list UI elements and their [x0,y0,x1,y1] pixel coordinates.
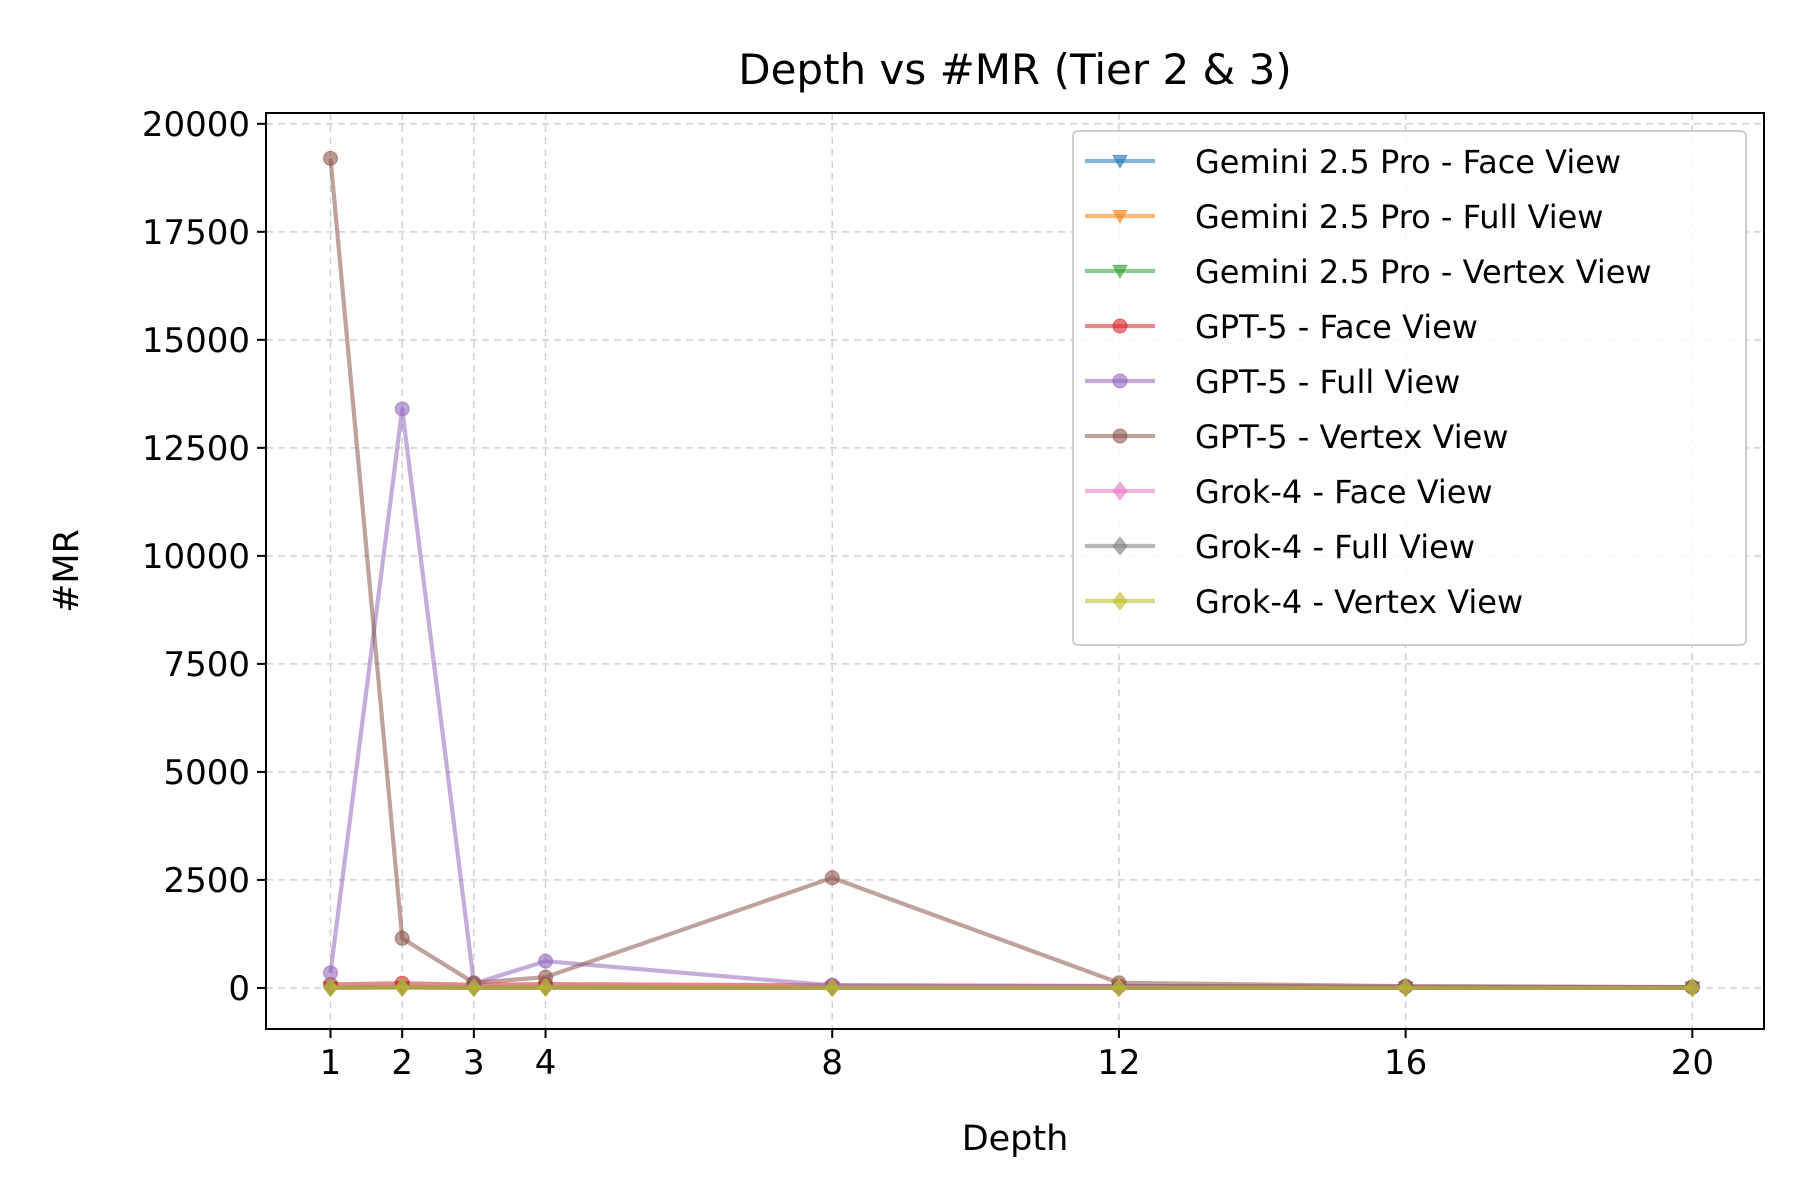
legend-label: Grok-4 - Vertex View [1195,583,1523,621]
data-point [322,978,339,998]
legend-label: Grok-4 - Full View [1195,528,1475,566]
legend-marker [1112,318,1128,334]
legend-label: Grok-4 - Face View [1195,473,1493,511]
legend-marker [1112,481,1128,501]
y-tick-label: 20000 [142,105,250,145]
chart-title: Depth vs #MR (Tier 2 & 3) [738,45,1292,94]
data-point [538,953,554,969]
y-tick-label: 5000 [163,753,250,793]
data-point [323,150,339,166]
y-tick-label: 15000 [142,321,250,361]
x-axis-label: Depth [962,1119,1069,1159]
legend-marker [1112,264,1128,280]
legend-item: GPT-5 - Face View [1085,308,1478,346]
series-grok-4-vertex-view [322,977,1700,998]
data-point [537,977,554,998]
legend-label: Gemini 2.5 Pro - Face View [1195,143,1621,181]
legend-marker [1112,536,1128,556]
data-point [1111,978,1127,998]
data-point [1397,978,1414,998]
data-point [466,978,482,998]
legend-item: GPT-5 - Full View [1085,363,1460,401]
y-tick-label: 7500 [163,645,250,685]
data-point [394,930,410,946]
y-tick-label: 17500 [142,213,250,253]
legend-marker [1112,154,1128,170]
legend-item: Gemini 2.5 Pro - Vertex View [1085,253,1652,291]
y-tick-label: 2500 [163,861,250,901]
y-tick-label: 0 [228,969,250,1009]
data-point [394,977,410,997]
x-tick-label: 3 [463,1043,485,1083]
legend-label: GPT-5 - Face View [1195,308,1478,346]
data-point [824,870,840,886]
legend-marker [1112,428,1128,444]
legend-marker [1112,209,1128,225]
legend-item: GPT-5 - Vertex View [1085,418,1508,456]
x-tick-label: 8 [821,1043,843,1083]
legend-item: Gemini 2.5 Pro - Full View [1085,198,1603,236]
legend-marker [1112,591,1128,611]
y-axis-label: #MR [47,529,87,613]
y-tick-label: 12500 [142,429,250,469]
data-point [824,978,840,998]
legend-label: Gemini 2.5 Pro - Vertex View [1195,253,1652,291]
x-tick-label: 2 [391,1043,413,1083]
legend-box [1072,130,1747,646]
ticks: 1 2 3 4 8 12 16 2002500500075001000012500150001… [142,105,1714,1083]
x-tick-label: 1 [320,1043,342,1083]
legend-item: Gemini 2.5 Pro - Face View [1085,143,1621,181]
x-tick-label: 20 [1671,1043,1714,1083]
legend-item: Grok-4 - Face View [1085,473,1493,511]
legend: Gemini 2.5 Pro - Face View Gemini 2.5 Pro… [1072,130,1747,646]
legend-item: Grok-4 - Full View [1085,528,1475,566]
legend-label: Gemini 2.5 Pro - Full View [1195,198,1603,236]
legend-label: GPT-5 - Full View [1195,363,1460,401]
y-tick-label: 10000 [142,537,250,577]
legend-marker [1112,373,1128,389]
x-tick-label: 4 [535,1043,557,1083]
data-point [394,401,410,417]
data-point [1684,978,1700,998]
plot-frame [265,112,1765,1030]
legend-item: Grok-4 - Vertex View [1085,583,1523,621]
x-tick-label: 16 [1384,1043,1427,1083]
series-group [322,150,1701,998]
x-tick-label: 12 [1097,1043,1140,1083]
legend-label: GPT-5 - Vertex View [1195,418,1508,456]
data-point [323,965,339,981]
